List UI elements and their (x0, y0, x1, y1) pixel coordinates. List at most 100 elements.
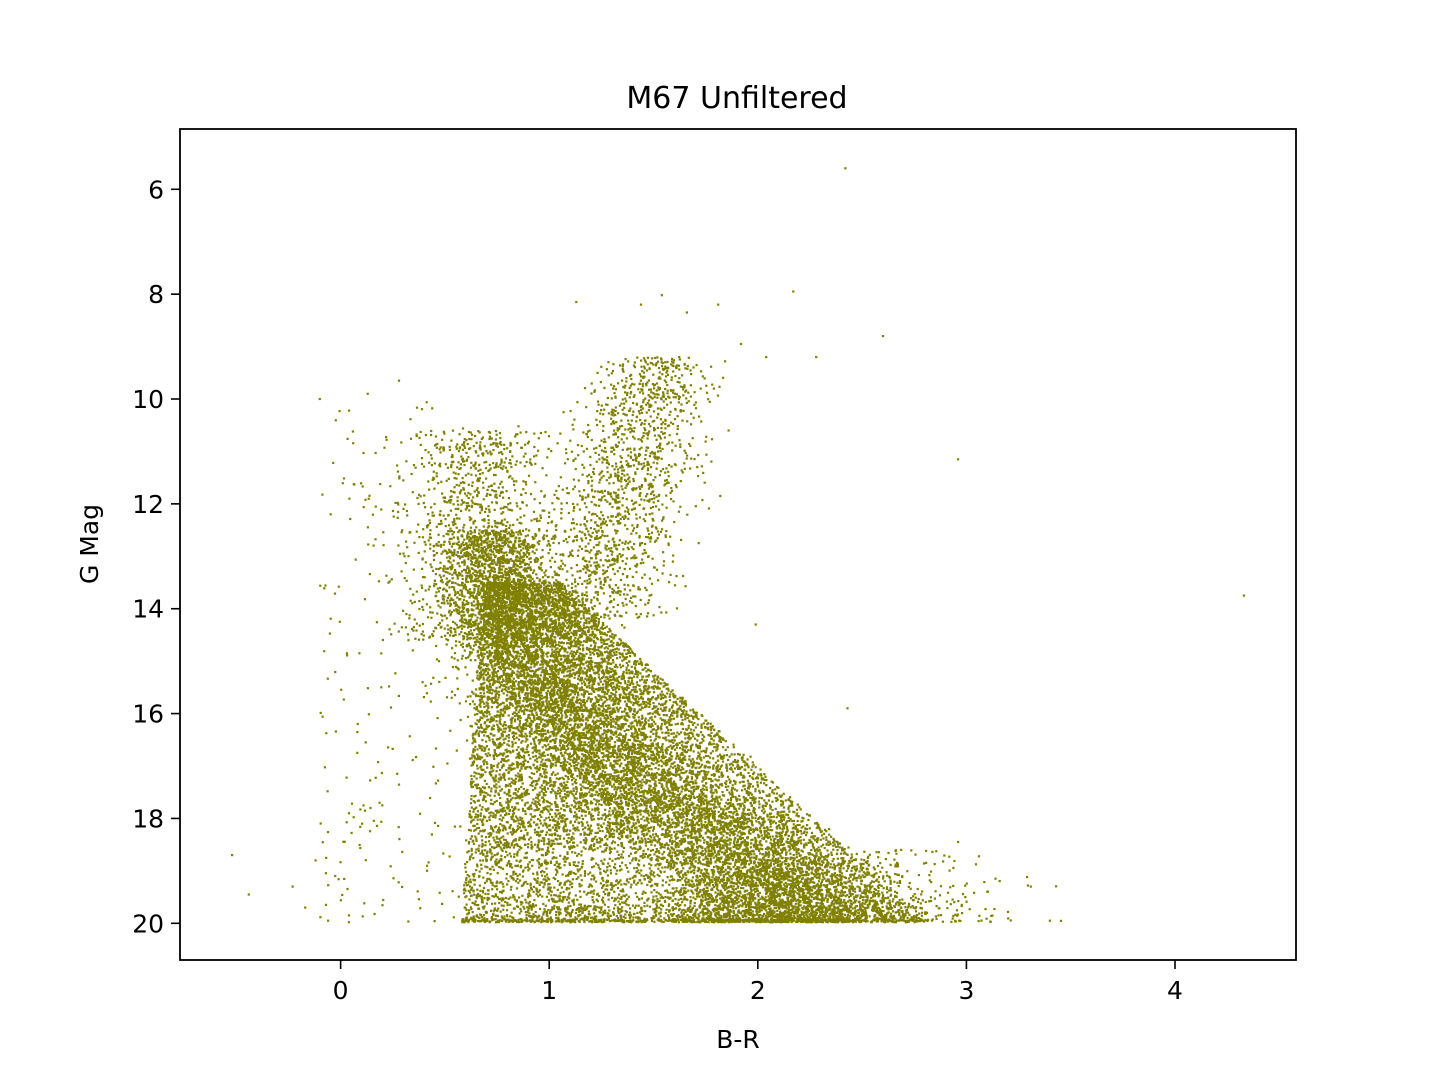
scatter-point (717, 851, 720, 854)
scatter-point (650, 768, 653, 771)
scatter-point (667, 719, 670, 722)
scatter-point (640, 731, 643, 734)
scatter-point (610, 670, 613, 673)
scatter-point (538, 613, 542, 616)
scatter-point (563, 731, 566, 735)
scatter-point (573, 672, 576, 675)
scatter-point (565, 502, 568, 505)
scatter-point (550, 839, 553, 842)
scatter-point (668, 879, 671, 882)
scatter-point (603, 458, 606, 461)
scatter-point (779, 910, 782, 913)
scatter-point (519, 681, 522, 684)
scatter-point (516, 670, 519, 673)
scatter-point (514, 780, 517, 784)
scatter-point (514, 727, 517, 730)
scatter-point (670, 857, 673, 860)
scatter-point (512, 877, 515, 880)
scatter-point (551, 788, 554, 791)
scatter-point (581, 772, 584, 775)
scatter-point (485, 646, 488, 649)
scatter-point (650, 744, 653, 748)
scatter-point (481, 773, 484, 776)
scatter-point (756, 911, 759, 914)
scatter-point (704, 815, 707, 818)
scatter-point (533, 660, 536, 663)
scatter-point (755, 820, 758, 823)
scatter-point (689, 910, 692, 913)
scatter-point (701, 734, 704, 737)
scatter-point (543, 602, 546, 605)
scatter-point (597, 453, 601, 456)
scatter-point (476, 674, 479, 677)
scatter-point (585, 622, 588, 625)
scatter-point (744, 819, 747, 822)
scatter-point (520, 601, 523, 604)
scatter-point (910, 849, 913, 852)
scatter-point (611, 888, 614, 891)
scatter-point (681, 385, 684, 389)
scatter-point (609, 814, 612, 817)
scatter-point (747, 825, 750, 829)
scatter-point (475, 622, 478, 625)
scatter-point (734, 761, 737, 764)
scatter-point (629, 886, 632, 889)
scatter-point (606, 888, 609, 891)
scatter-point (543, 908, 546, 911)
scatter-point (648, 748, 651, 751)
scatter-point (556, 918, 559, 921)
scatter-point (592, 613, 595, 617)
scatter-point (563, 694, 566, 697)
scatter-point (535, 830, 538, 834)
scatter-point (440, 552, 443, 555)
scatter-point (538, 863, 541, 866)
scatter-point (518, 608, 521, 611)
scatter-point (454, 665, 458, 668)
scatter-point (465, 494, 468, 497)
scatter-point (661, 572, 664, 575)
scatter-point (631, 742, 634, 745)
scatter-point (470, 651, 473, 654)
scatter-point (561, 568, 564, 571)
scatter-point (668, 708, 671, 711)
scatter-point (786, 867, 789, 870)
scatter-point (769, 910, 772, 913)
scatter-point (453, 542, 456, 545)
scatter-point (865, 916, 868, 919)
scatter-point (787, 883, 790, 886)
scatter-point (437, 544, 440, 547)
scatter-point (606, 821, 610, 824)
scatter-point (526, 831, 529, 834)
scatter-point (559, 783, 562, 786)
scatter-point (722, 809, 725, 812)
scatter-point (574, 722, 577, 726)
scatter-point (544, 696, 547, 699)
scatter-point (893, 858, 896, 861)
scatter-point (716, 748, 719, 751)
scatter-point (742, 887, 745, 890)
scatter-point (544, 768, 547, 771)
scatter-point (838, 846, 841, 849)
scatter-point (499, 711, 502, 714)
scatter-point (897, 873, 900, 877)
scatter-point (919, 902, 922, 905)
scatter-point (781, 830, 784, 833)
scatter-point (649, 712, 652, 715)
scatter-point (615, 819, 618, 822)
scatter-point (624, 916, 627, 919)
scatter-point (640, 773, 643, 776)
scatter-point (562, 539, 565, 542)
scatter-point (604, 450, 607, 453)
scatter-point (626, 757, 629, 760)
scatter-point (547, 759, 550, 762)
scatter-point (578, 737, 581, 740)
scatter-point (713, 800, 717, 803)
scatter-point (725, 836, 728, 839)
scatter-point (748, 917, 751, 920)
scatter-point (603, 450, 606, 453)
scatter-point (797, 904, 800, 907)
scatter-point (688, 784, 691, 787)
scatter-point (639, 657, 642, 660)
scatter-point (554, 648, 557, 651)
scatter-point (578, 698, 581, 701)
